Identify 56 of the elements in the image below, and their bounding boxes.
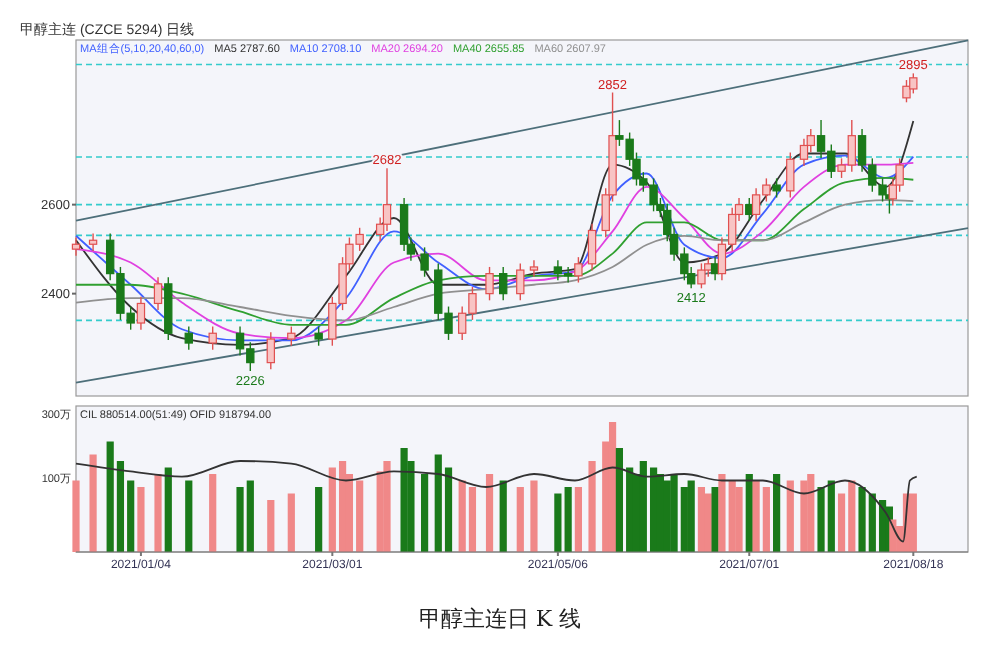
candlestick bbox=[574, 256, 583, 284]
bar bbox=[530, 480, 538, 552]
candlestick bbox=[420, 246, 429, 278]
candlestick bbox=[71, 236, 81, 257]
candlestick bbox=[772, 177, 781, 199]
bar bbox=[554, 493, 562, 552]
bar bbox=[209, 474, 217, 552]
candlestick bbox=[902, 79, 911, 103]
candlestick bbox=[314, 325, 323, 347]
bar bbox=[72, 480, 80, 552]
bar bbox=[786, 480, 794, 552]
bar bbox=[421, 474, 429, 552]
bar bbox=[315, 487, 323, 552]
candlestick bbox=[88, 232, 98, 252]
candlestick bbox=[208, 325, 217, 351]
bar bbox=[287, 493, 295, 552]
bar bbox=[711, 487, 719, 552]
bar bbox=[800, 480, 808, 552]
bar bbox=[735, 487, 743, 552]
bar bbox=[588, 461, 596, 552]
candlestick bbox=[529, 259, 539, 278]
bar bbox=[499, 480, 507, 552]
bar bbox=[564, 487, 572, 552]
bar bbox=[574, 487, 582, 552]
bar bbox=[909, 493, 917, 552]
bar bbox=[687, 480, 695, 552]
candlestick bbox=[485, 266, 494, 302]
candlestick bbox=[909, 72, 918, 95]
candlestick bbox=[516, 262, 525, 302]
bar bbox=[267, 500, 275, 552]
candlestick bbox=[136, 296, 146, 331]
candlestick bbox=[266, 331, 275, 370]
bar bbox=[656, 474, 665, 552]
bar bbox=[608, 422, 617, 552]
bar bbox=[485, 474, 494, 552]
candlestick bbox=[587, 223, 597, 272]
text: 甲醇主连日 K 线 bbox=[418, 606, 582, 632]
candlestick bbox=[153, 276, 163, 311]
candlestick bbox=[287, 325, 296, 347]
bar bbox=[89, 454, 97, 552]
bar bbox=[383, 461, 391, 552]
bar bbox=[745, 474, 753, 552]
bar bbox=[400, 448, 408, 552]
candlestick bbox=[184, 325, 193, 351]
bar bbox=[516, 487, 524, 552]
bar bbox=[697, 487, 706, 552]
line-series bbox=[75, 177, 915, 326]
bar bbox=[137, 487, 145, 552]
bar bbox=[807, 474, 815, 552]
candlestick bbox=[499, 266, 508, 302]
candlestick bbox=[697, 262, 706, 290]
bar bbox=[154, 474, 162, 552]
bar bbox=[164, 467, 172, 552]
candlestick bbox=[786, 151, 795, 199]
bar bbox=[185, 480, 193, 552]
bar bbox=[773, 474, 781, 552]
